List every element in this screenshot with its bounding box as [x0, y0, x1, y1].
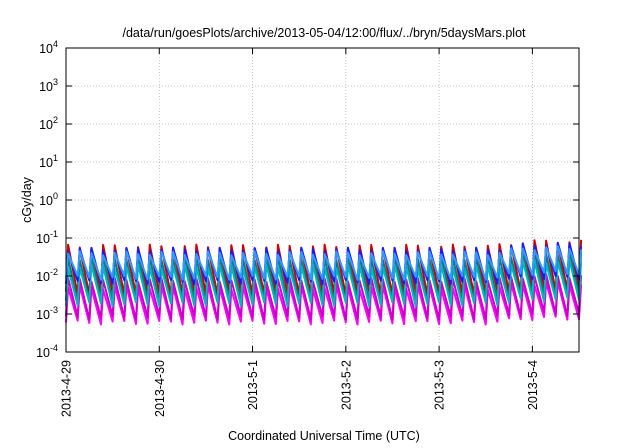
x-axis-label: Coordinated Universal Time (UTC): [228, 429, 420, 443]
x-tick-label: 2013-5-1: [246, 360, 260, 410]
y-tick-label: 103: [39, 77, 58, 94]
y-tick-label: 101: [39, 153, 58, 170]
x-tick-label: 2013-5-3: [433, 360, 447, 410]
y-tick-label: 10-2: [36, 267, 58, 284]
series-layer: [65, 239, 583, 326]
y-tick-label: 100: [39, 191, 58, 208]
y-tick-label: 10-1: [36, 229, 58, 246]
y-axis: 10-4 10-3 10-2 10-1 100 101 102 103 104: [36, 39, 579, 360]
x-tick-label: 2013-4-30: [153, 360, 167, 417]
y-tick-label: 10-3: [36, 305, 58, 322]
chart-title: /data/run/goesPlots/archive/2013-05-04/1…: [122, 26, 526, 40]
y-tick-label: 104: [39, 39, 58, 56]
series-line: [65, 258, 583, 308]
x-tick-label: 2013-4-29: [60, 360, 74, 417]
x-tick-label: 2013-5-4: [526, 360, 540, 410]
x-tick-label: 2013-5-2: [339, 360, 353, 410]
y-axis-label: cGy/day: [20, 176, 34, 223]
y-tick-label: 102: [39, 115, 58, 132]
series-line: [65, 245, 583, 281]
x-axis: 2013-4-29 2013-4-30 2013-5-1 2013-5-2 2013-5…: [60, 48, 540, 417]
y-tick-label: 10-4: [36, 343, 58, 360]
